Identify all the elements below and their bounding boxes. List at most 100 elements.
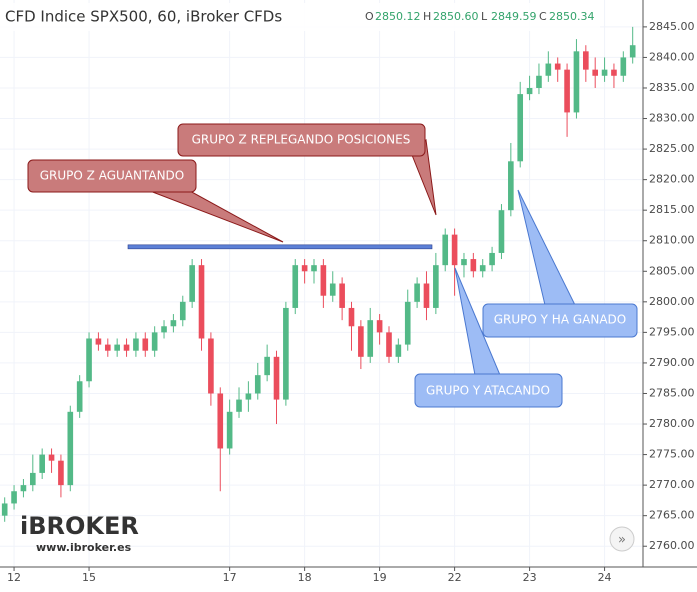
callout-box: [414, 373, 563, 408]
candle-body: [245, 393, 252, 400]
callout-box: [177, 123, 426, 157]
candle-body: [48, 454, 55, 461]
y-tick-label: 2790.00: [649, 356, 695, 369]
candle-body: [620, 57, 627, 76]
y-tick-label: 2840.00: [649, 50, 695, 63]
y-tick-label: 2765.00: [649, 509, 695, 522]
callout: GRUPO Y ATACANDO: [414, 267, 563, 408]
x-tick-label: 15: [82, 571, 96, 584]
y-tick-label: 2770.00: [649, 478, 695, 491]
y-tick-label: 2785.00: [649, 386, 695, 399]
candle-body: [39, 454, 45, 473]
candle-body: [151, 332, 158, 351]
y-tick-label: 2815.00: [649, 203, 695, 216]
candle-body: [29, 472, 36, 486]
annotation: GRUPO Y HA GANADO: [494, 313, 627, 327]
y-tick-label: 2845.00: [649, 20, 695, 33]
ohlc-value: 2850.12: [375, 10, 421, 23]
scroll-icon[interactable]: »: [618, 533, 626, 548]
y-tick-label: 2775.00: [649, 448, 695, 461]
candle-body: [217, 393, 224, 449]
x-tick-label: 24: [598, 571, 612, 584]
candle-body: [395, 344, 402, 357]
candle-body: [433, 265, 439, 308]
y-tick-label: 2795.00: [649, 325, 695, 338]
candle-body: [629, 45, 636, 58]
candle-body: [95, 338, 102, 345]
candle-body: [283, 307, 289, 400]
candle-body: [170, 320, 177, 327]
candle-body: [386, 332, 392, 357]
candle-body: [554, 63, 561, 70]
ohlc-value: 2850.60: [433, 10, 479, 23]
x-tick-label: 23: [523, 571, 537, 584]
candle-body: [86, 338, 92, 382]
candle-body: [292, 265, 299, 308]
callout: GRUPO Z AGUANTANDO: [27, 159, 284, 243]
candle-body: [123, 344, 130, 351]
candle-body: [611, 69, 617, 76]
reference-line: [127, 244, 433, 250]
candle-body: [508, 161, 514, 211]
candle-body: [423, 283, 430, 308]
candle-body: [358, 326, 364, 357]
candle-body: [536, 75, 542, 88]
y-tick-label: 2830.00: [649, 112, 695, 125]
y-tick-label: 2760.00: [649, 539, 695, 552]
annotation: GRUPO Z AGUANTANDO: [40, 169, 185, 183]
x-tick-label: 17: [223, 571, 237, 584]
annotation: GRUPO Z REPLEGANDO POSICIONES: [192, 133, 411, 147]
candle-body: [161, 326, 167, 333]
candle-body: [226, 411, 233, 449]
annotation: GRUPO Y ATACANDO: [426, 384, 550, 398]
y-tick-label: 2800.00: [649, 295, 695, 308]
logo-name: iBROKER: [20, 512, 139, 540]
candle-body: [133, 338, 139, 351]
ohlc-label: L: [481, 10, 488, 23]
callout-box: [482, 303, 638, 338]
candle-body: [189, 265, 195, 302]
candle-body: [198, 265, 205, 339]
ohlc-label: O: [365, 10, 374, 23]
candle-body: [339, 283, 345, 308]
y-tick-label: 2810.00: [649, 234, 695, 247]
candle-body: [479, 265, 486, 272]
candle-body: [498, 210, 505, 253]
y-tick-label: 2820.00: [649, 173, 695, 186]
callout-box: [27, 159, 197, 193]
candle-body: [329, 283, 336, 296]
ohlc-value: 2850.34: [549, 10, 595, 23]
candle-body: [1, 503, 8, 516]
candle-body: [367, 320, 374, 357]
candle-body: [470, 259, 477, 272]
candle-body: [58, 460, 64, 486]
ohlc-label: H: [423, 10, 431, 23]
candle-body: [451, 234, 458, 266]
candle-body: [20, 485, 27, 492]
y-tick-label: 2835.00: [649, 81, 695, 94]
candle-body: [461, 259, 467, 266]
ohlc-label: C: [539, 10, 547, 23]
ohlc-value: 2849.59: [491, 10, 537, 23]
candle-body: [254, 375, 261, 394]
y-tick-label: 2825.00: [649, 142, 695, 155]
candle-body: [76, 381, 83, 412]
candle-body: [179, 301, 186, 321]
candle-body: [442, 234, 449, 266]
candle-body: [104, 344, 111, 351]
callout: GRUPO Y HA GANADO: [482, 189, 638, 338]
candle-body: [236, 399, 242, 412]
candle-body: [273, 356, 280, 400]
chart-title: CFD Indice SPX500, 60, iBroker CFDs: [5, 8, 282, 26]
candle-body: [301, 265, 308, 272]
candle-body: [11, 491, 17, 504]
x-tick-label: 12: [7, 571, 21, 584]
candle-body: [545, 63, 552, 76]
candle-body: [601, 69, 608, 76]
x-tick-label: 19: [373, 571, 387, 584]
header-bg: [0, 3, 600, 31]
scroll-button[interactable]: [609, 526, 635, 552]
x-tick-label: 18: [298, 571, 312, 584]
